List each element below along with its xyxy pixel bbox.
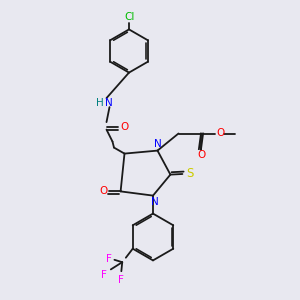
Text: O: O xyxy=(99,186,108,196)
Text: O: O xyxy=(120,122,129,132)
Text: F: F xyxy=(118,275,124,285)
Text: N: N xyxy=(151,197,158,207)
Text: N: N xyxy=(105,98,113,109)
Text: F: F xyxy=(106,254,112,265)
Text: F: F xyxy=(101,270,107,280)
Text: H: H xyxy=(96,98,104,109)
Text: O: O xyxy=(197,150,205,160)
Text: N: N xyxy=(154,139,162,149)
Text: Cl: Cl xyxy=(125,12,135,22)
Text: S: S xyxy=(187,167,194,180)
Text: O: O xyxy=(216,128,224,139)
